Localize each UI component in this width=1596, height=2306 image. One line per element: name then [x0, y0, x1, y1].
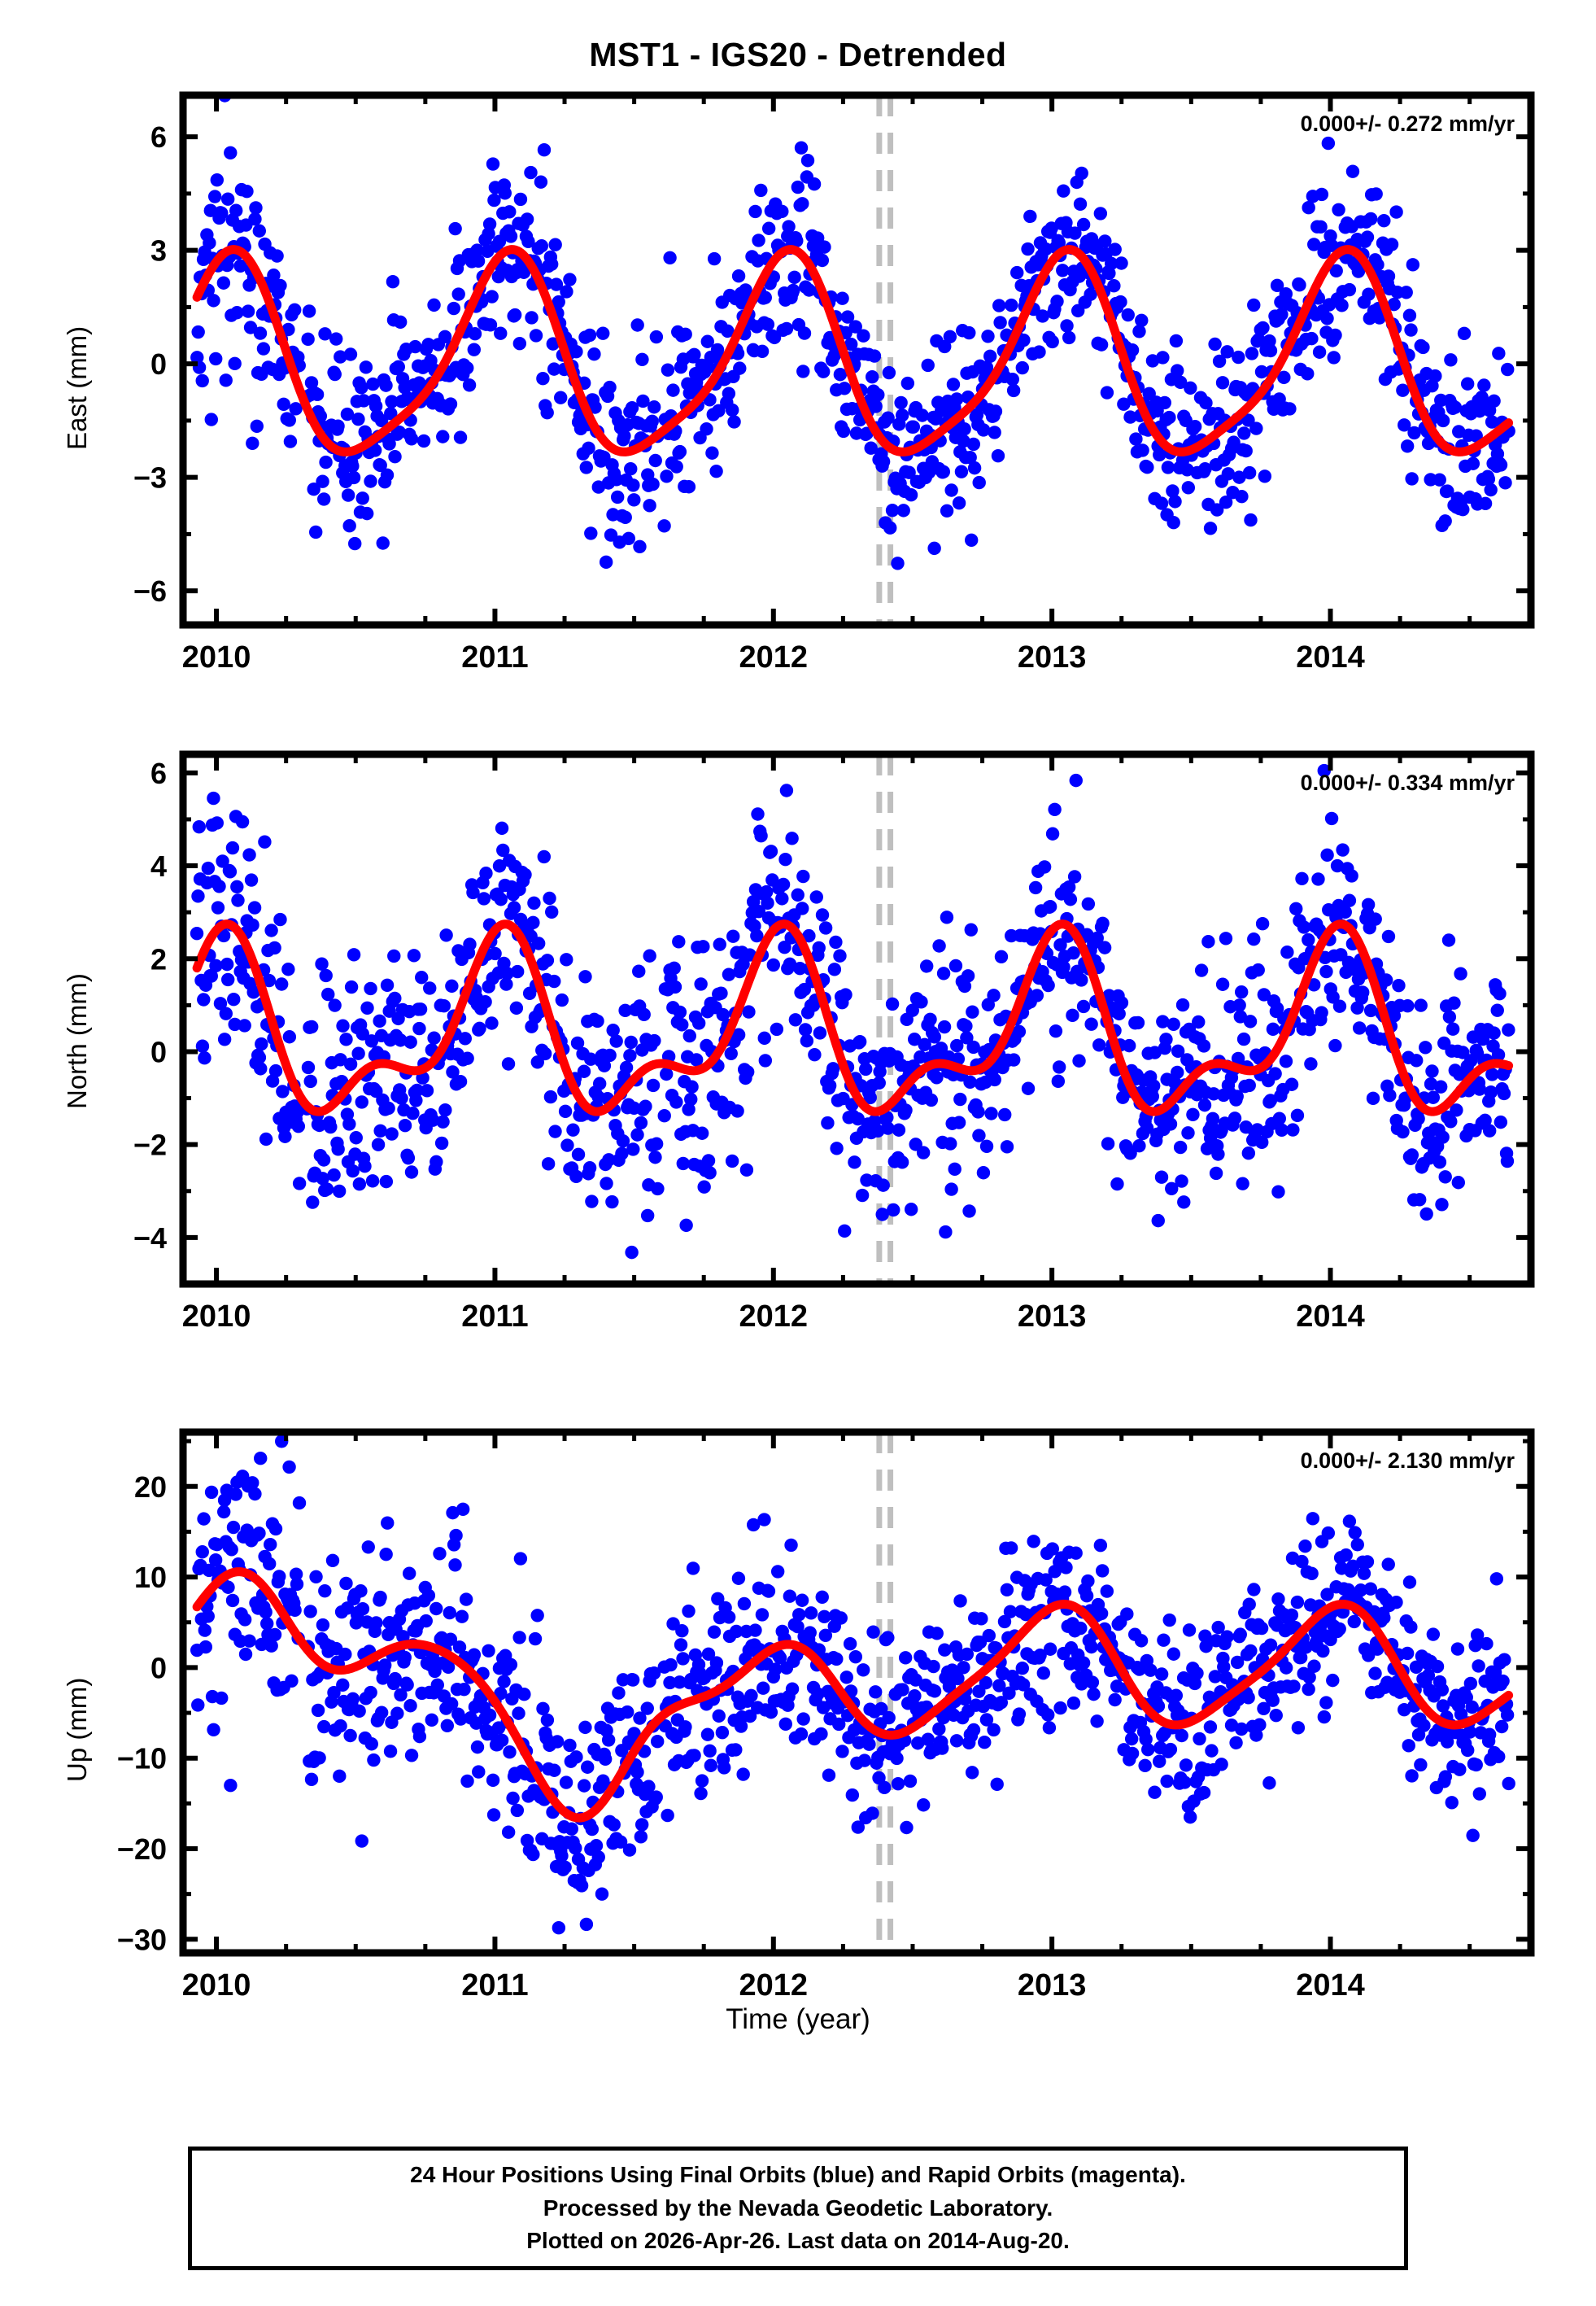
x-tick-label: 2011: [461, 1299, 528, 1334]
y-tick-label: −6: [133, 574, 167, 608]
page-title: MST1 - IGS20 - Detrended: [589, 36, 1007, 73]
x-tick-label: 2011: [461, 640, 528, 675]
y-axis-up: 20 10 0 −10 −20 −30: [117, 1439, 1531, 1956]
y-tick-label: −20: [117, 1832, 167, 1866]
x-axis-up: 2010 2011 2012 2013 2014: [182, 1432, 1472, 2002]
y-tick-label: −4: [133, 1221, 167, 1255]
x-tick-label: 2014: [1296, 1299, 1365, 1334]
x-tick-label: 2010: [182, 1299, 251, 1334]
y-tick-label: 10: [134, 1561, 167, 1594]
x-tick-label: 2014: [1296, 1968, 1365, 2002]
event-lines-east: [876, 95, 894, 625]
event-lines-up: [876, 1432, 894, 1953]
y-tick-label: −3: [133, 461, 167, 495]
rate-label-up: 0.000+/- 2.130 mm/yr: [1300, 1448, 1515, 1473]
x-axis-label: Time (year): [726, 2003, 870, 2035]
event-lines-north: [876, 754, 894, 1284]
x-tick-label: 2012: [739, 1299, 809, 1334]
fit-curve-north: [192, 919, 1514, 1116]
plot-frame-up: [179, 1428, 1535, 1957]
x-axis-north: 2010 2011 2012 2013 2014: [182, 754, 1472, 1334]
x-tick-label: 2012: [739, 1968, 809, 2002]
rate-label-north: 0.000+/- 0.334 mm/yr: [1300, 771, 1515, 795]
y-axis-label-east: East (mm): [62, 325, 92, 450]
panel-east: 6 3 0 −3 −6 2010 2011 2012 2013 2014: [37, 89, 1541, 688]
panel-up: 20 10 0 −10 −20 −30 2010 2011 2012 2013 2014: [37, 1426, 1541, 2016]
y-tick-label: 0: [150, 1035, 167, 1068]
x-tick-label: 2013: [1018, 640, 1087, 675]
caption-line-1: 24 Hour Positions Using Final Orbits (bl…: [410, 2162, 1186, 2188]
x-tick-label: 2013: [1018, 1299, 1087, 1334]
y-tick-label: −10: [117, 1742, 167, 1775]
caption-line-3: Plotted on 2026-Apr-26. Last data on 201…: [526, 2228, 1070, 2254]
y-tick-label: 4: [150, 849, 167, 883]
x-tick-label: 2013: [1018, 1968, 1087, 2002]
y-tick-label: −30: [117, 1923, 167, 1956]
x-axis-east: 2010 2011 2012 2013 2014: [182, 95, 1472, 675]
data-points-up: [190, 1435, 1515, 1935]
y-axis-north: 6 4 2 0 −2 −4: [133, 757, 1531, 1255]
y-tick-label: 20: [134, 1470, 167, 1504]
y-tick-label: 0: [150, 347, 167, 381]
x-tick-label: 2010: [182, 1968, 251, 2002]
x-tick-label: 2011: [461, 1968, 528, 2002]
fit-curve-east: [192, 245, 1514, 456]
caption-line-2: Processed by the Nevada Geodetic Laborat…: [543, 2195, 1053, 2221]
y-tick-label: 6: [150, 757, 167, 790]
y-axis-label-up: Up (mm): [62, 1677, 92, 1782]
x-tick-label: 2010: [182, 640, 251, 675]
y-tick-label: 2: [150, 942, 167, 976]
x-tick-label: 2014: [1296, 640, 1365, 675]
fit-curve-up: [192, 1567, 1514, 1823]
plot-area-north: 6 4 2 0 −2 −4 2010 2011 2012 2013 2014: [133, 750, 1535, 1334]
caption-box: 24 Hour Positions Using Final Orbits (bl…: [188, 2147, 1408, 2270]
y-tick-label: 6: [150, 120, 167, 154]
y-tick-label: 0: [150, 1651, 167, 1684]
panel-north: 6 4 2 0 −2 −4 2010 2011 2012 2013 2014: [37, 748, 1541, 1347]
y-axis-label-north: North (mm): [62, 972, 92, 1109]
y-tick-label: 3: [150, 234, 167, 268]
plot-frame-north: [179, 750, 1535, 1288]
plot-frame-east: [179, 91, 1535, 629]
y-axis-east: 6 3 0 −3 −6: [133, 120, 1531, 608]
data-points-east: [190, 95, 1515, 570]
data-points-north: [190, 763, 1515, 1260]
plot-area-east: 6 3 0 −3 −6 2010 2011 2012 2013 2014: [133, 91, 1535, 675]
rate-label-east: 0.000+/- 0.272 mm/yr: [1300, 111, 1515, 136]
y-tick-label: −2: [133, 1129, 167, 1162]
x-tick-label: 2012: [739, 640, 809, 675]
